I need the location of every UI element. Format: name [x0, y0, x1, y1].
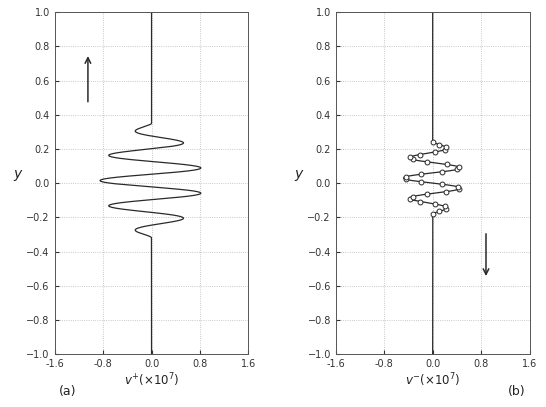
Text: (a): (a)	[58, 385, 76, 398]
X-axis label: $v^{+}(\times 10^7)$: $v^{+}(\times 10^7)$	[124, 372, 179, 389]
X-axis label: $v^{-}(\times 10^7)$: $v^{-}(\times 10^7)$	[405, 372, 460, 389]
Y-axis label: $y$: $y$	[13, 168, 23, 183]
Text: (b): (b)	[508, 385, 526, 398]
Y-axis label: $y$: $y$	[294, 168, 305, 183]
